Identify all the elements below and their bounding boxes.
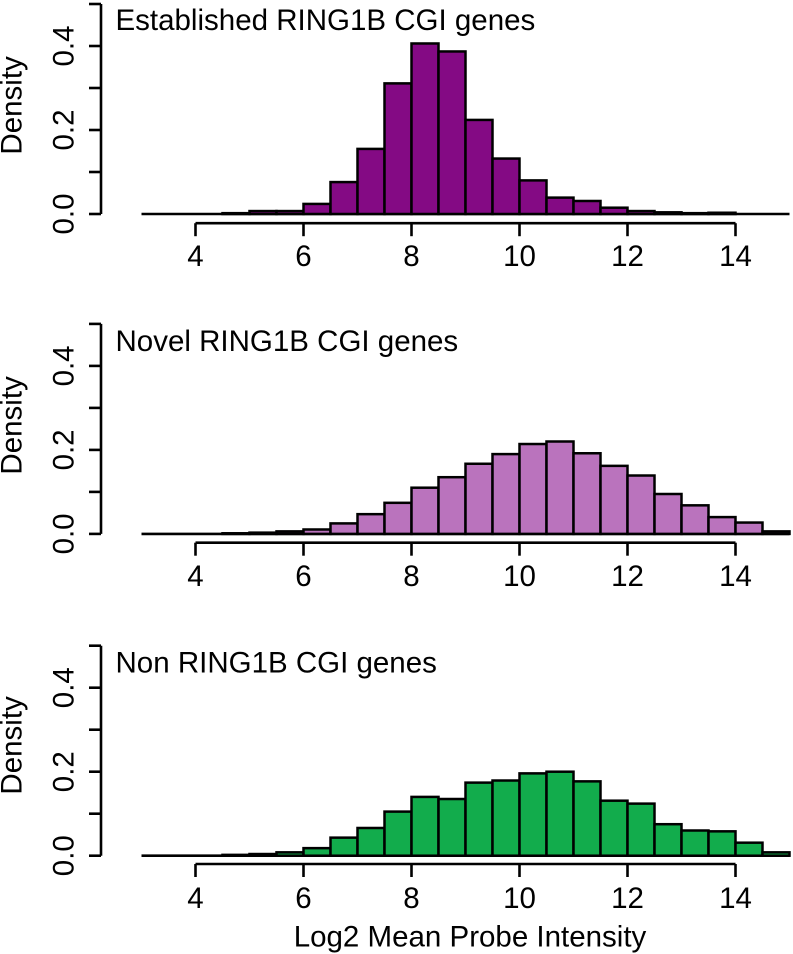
svg-text:Non RING1B CGI genes: Non RING1B CGI genes <box>116 646 437 679</box>
svg-text:10: 10 <box>503 882 536 915</box>
svg-text:6: 6 <box>295 240 311 273</box>
svg-text:0.0: 0.0 <box>48 835 81 876</box>
svg-text:Established RING1B CGI genes: Established RING1B CGI genes <box>116 4 536 37</box>
svg-text:10: 10 <box>503 560 536 593</box>
svg-text:8: 8 <box>403 240 419 273</box>
svg-text:Density: Density <box>0 376 29 475</box>
svg-text:12: 12 <box>611 560 644 593</box>
svg-text:0.4: 0.4 <box>48 345 81 386</box>
svg-text:14: 14 <box>719 560 752 593</box>
svg-text:Density: Density <box>0 696 29 795</box>
svg-text:14: 14 <box>719 882 752 915</box>
svg-text:6: 6 <box>295 560 311 593</box>
svg-text:14: 14 <box>719 240 752 273</box>
svg-text:Log2 Mean Probe Intensity: Log2 Mean Probe Intensity <box>294 920 647 953</box>
svg-text:10: 10 <box>503 240 536 273</box>
svg-text:0.0: 0.0 <box>48 193 81 234</box>
svg-text:12: 12 <box>611 882 644 915</box>
svg-text:0.0: 0.0 <box>48 513 81 554</box>
svg-text:4: 4 <box>187 240 203 273</box>
svg-text:Density: Density <box>0 56 29 155</box>
svg-text:8: 8 <box>403 560 419 593</box>
svg-text:0.2: 0.2 <box>48 109 81 150</box>
svg-text:0.4: 0.4 <box>48 667 81 708</box>
svg-text:0.2: 0.2 <box>48 751 81 792</box>
svg-text:0.4: 0.4 <box>48 25 81 66</box>
svg-text:6: 6 <box>295 882 311 915</box>
svg-text:4: 4 <box>187 560 203 593</box>
svg-text:12: 12 <box>611 240 644 273</box>
svg-text:0.2: 0.2 <box>48 429 81 470</box>
svg-text:4: 4 <box>187 882 203 915</box>
svg-text:8: 8 <box>403 882 419 915</box>
svg-text:Novel RING1B CGI genes: Novel RING1B CGI genes <box>116 325 459 358</box>
